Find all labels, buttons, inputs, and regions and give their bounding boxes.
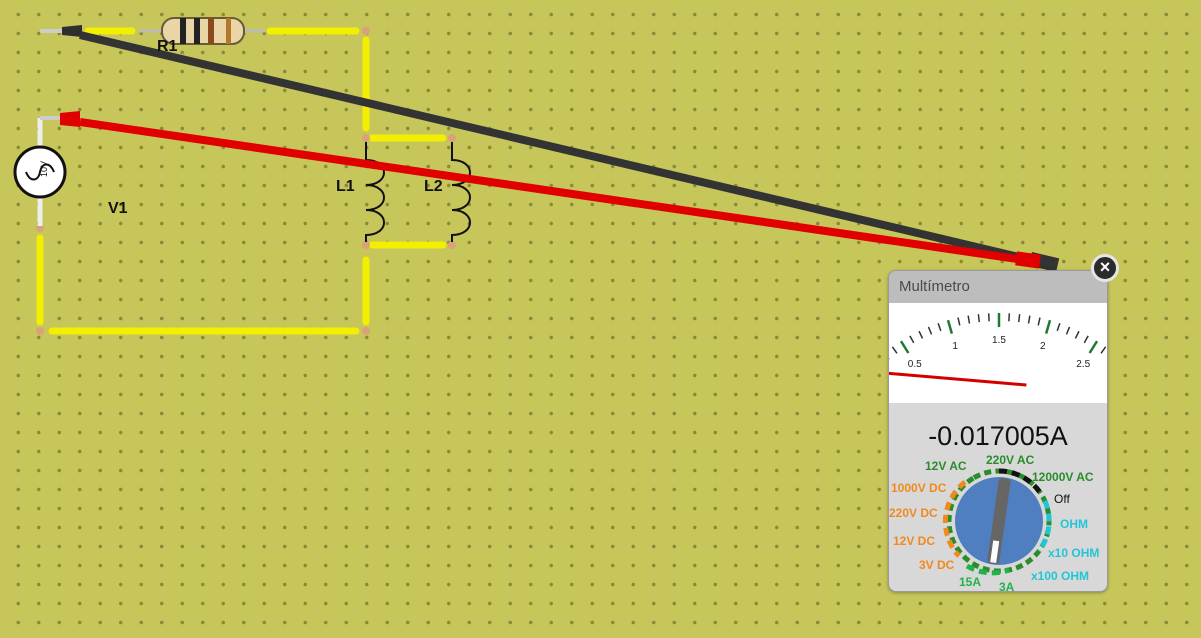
gauge-tick — [1100, 346, 1107, 354]
gauge-tick — [1027, 315, 1031, 324]
inductor-l1[interactable] — [365, 142, 385, 242]
range-12000v-ac[interactable]: 12000V AC — [1032, 470, 1094, 484]
range-dial[interactable] — [889, 456, 1107, 591]
analog-gauge: 00.511.522.53 — [889, 303, 1107, 403]
multimeter-title: Multímetro — [889, 271, 1107, 303]
range-off[interactable]: Off — [1054, 492, 1070, 506]
range-12v-dc[interactable]: 12V DC — [893, 534, 936, 548]
gauge-tick — [1037, 317, 1041, 326]
resistor-label: R1 — [157, 38, 178, 55]
range-1000v-dc[interactable]: 1000V DC — [891, 481, 947, 495]
gauge-tick — [937, 323, 942, 332]
gauge-tick — [946, 319, 954, 334]
gauge-tick — [927, 326, 933, 335]
inductor1-label: L1 — [336, 178, 355, 195]
gauge-label: 0.5 — [908, 359, 922, 370]
gauge-label: 2.5 — [1076, 359, 1090, 370]
close-icon[interactable]: × — [1091, 254, 1119, 282]
inductor-l2[interactable] — [451, 142, 471, 242]
gauge-needle — [889, 371, 1027, 387]
gauge-label: 1.5 — [992, 335, 1006, 346]
gauge-tick — [1083, 335, 1089, 344]
inductor2-label: L2 — [424, 178, 443, 195]
ac-wave-icon — [25, 163, 55, 181]
wire-nodes — [36, 27, 456, 335]
range-ohm[interactable]: OHM — [1060, 517, 1088, 531]
gauge-label: 1 — [952, 341, 958, 352]
gauge-tick — [1044, 319, 1052, 334]
range-12v-ac[interactable]: 12V AC — [925, 459, 967, 473]
gauge-tick — [1056, 323, 1061, 332]
meter-reading: -0.017005A — [928, 421, 1068, 451]
source-value: 10V — [39, 160, 50, 178]
gauge-tick — [899, 340, 910, 354]
probe-black[interactable] — [40, 25, 1060, 272]
wires — [36, 27, 447, 335]
gauge-tick — [918, 330, 924, 339]
gauge-tick — [1065, 326, 1071, 335]
range-x10-ohm[interactable]: x10 OHM — [1048, 546, 1100, 560]
gauge-tick — [1017, 314, 1021, 323]
range-220v-dc[interactable]: 220V DC — [889, 506, 938, 520]
multimeter-panel[interactable]: Multímetro 00.511.522.53 -0.017005A 12V … — [888, 270, 1108, 592]
gauge-tick — [891, 346, 898, 354]
source-label: V1 — [108, 200, 128, 217]
gauge-tick — [909, 335, 915, 344]
gauge-tick — [967, 315, 971, 324]
gauge-tick — [957, 317, 961, 326]
gauge-tick — [977, 314, 981, 323]
gauge-scale: 00.511.522.53 — [889, 313, 1107, 387]
resistor-r1[interactable] — [140, 17, 265, 45]
gauge-tick — [1088, 340, 1099, 354]
range-3v-dc[interactable]: 3V DC — [919, 558, 955, 572]
gauge-label: 2 — [1040, 341, 1046, 352]
range-220v-ac[interactable]: 220V AC — [986, 453, 1035, 467]
range-x100-ohm[interactable]: x100 OHM — [1031, 569, 1090, 583]
probe-red[interactable] — [40, 111, 1041, 269]
range-3a[interactable]: 3A — [999, 580, 1015, 592]
ac-source-v1[interactable] — [13, 118, 67, 226]
gauge-tick — [1074, 330, 1080, 339]
range-15a[interactable]: 15A — [959, 575, 982, 589]
